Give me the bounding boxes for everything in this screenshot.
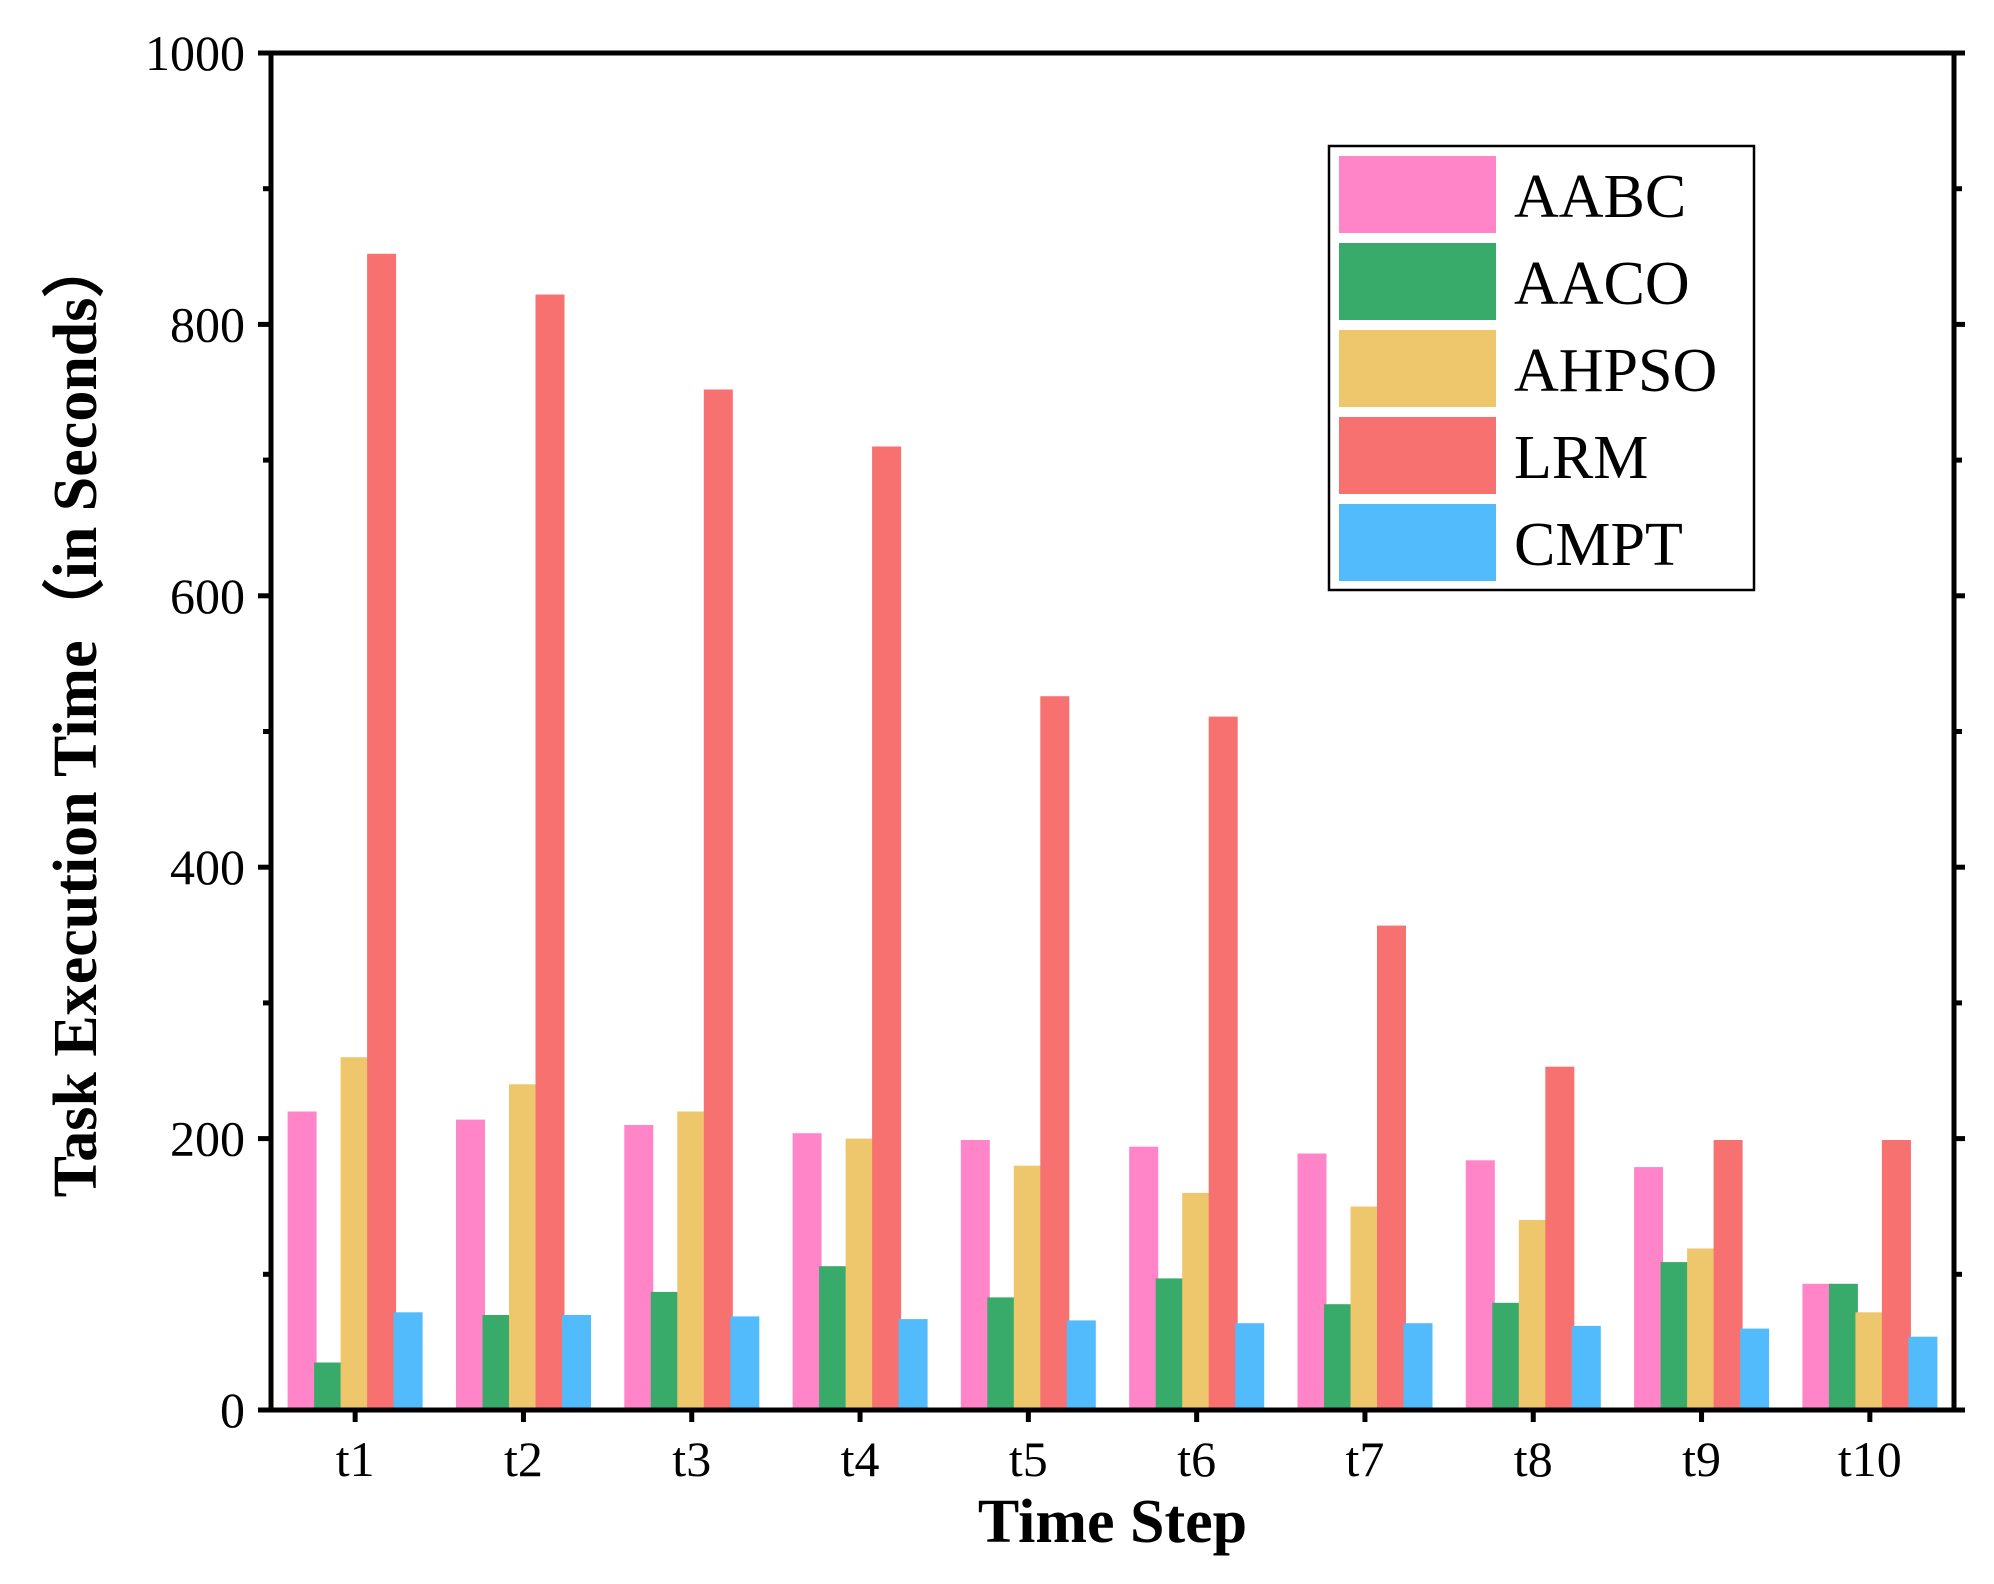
bar-aabc-t4 xyxy=(792,1133,822,1410)
legend-label-aaco: AACO xyxy=(1514,250,1690,318)
bar-aabc-t10 xyxy=(1802,1283,1832,1410)
bar-aabc-t1 xyxy=(287,1111,317,1410)
y-tick-label-0: 0 xyxy=(220,1382,245,1438)
bar-ahpso-t3 xyxy=(677,1111,707,1410)
bar-lrm-t10 xyxy=(1881,1140,1911,1410)
legend: AABC AACO AHPSO LRM CMPT xyxy=(1327,144,1756,592)
legend-swatch-cmpt xyxy=(1339,504,1496,581)
x-tick-label-t2: t2 xyxy=(504,1431,543,1487)
bar-ahpso-t10 xyxy=(1855,1312,1885,1410)
bar-ahpso-t7 xyxy=(1350,1206,1380,1410)
x-tick-label-t9: t9 xyxy=(1682,1431,1721,1487)
y-tick-label-200: 200 xyxy=(170,1111,245,1167)
bar-aaco-t7 xyxy=(1324,1304,1353,1410)
bar-aaco-t5 xyxy=(987,1297,1017,1410)
bar-aaco-t2 xyxy=(482,1315,512,1410)
x-tick-label-t1: t1 xyxy=(336,1431,375,1487)
bar-lrm-t4 xyxy=(872,446,902,1410)
y-tick-label-600: 600 xyxy=(170,568,245,624)
bar-lrm-t8 xyxy=(1545,1066,1575,1410)
bar-cmpt-t1 xyxy=(393,1312,423,1410)
bar-ahpso-t6 xyxy=(1182,1192,1212,1410)
legend-label-lrm: LRM xyxy=(1514,424,1648,492)
bar-lrm-t9 xyxy=(1713,1140,1743,1410)
bar-ahpso-t4 xyxy=(845,1138,875,1410)
bars-layer xyxy=(287,253,1938,1410)
axes-layer xyxy=(258,50,1965,1422)
bar-aabc-t7 xyxy=(1297,1153,1327,1410)
bar-cmpt-t4 xyxy=(898,1319,928,1410)
legend-label-aabc: AABC xyxy=(1514,163,1686,231)
y-tick-label-800: 800 xyxy=(170,296,245,352)
bar-aaco-t4 xyxy=(819,1266,849,1410)
bar-cmpt-t8 xyxy=(1571,1325,1601,1410)
legend-label-cmpt: CMPT xyxy=(1514,511,1683,579)
x-tick-label-t8: t8 xyxy=(1514,1431,1553,1487)
labels-layer: 0 200 400 600 800 1000 t1 t2 t3 t4 t5 t6 t7 t8 t9 t10 Ti… xyxy=(40,25,1902,1556)
bar-cmpt-t9 xyxy=(1740,1328,1770,1410)
bar-aaco-t1 xyxy=(314,1362,344,1410)
bar-aabc-t9 xyxy=(1634,1167,1664,1410)
bar-aaco-t9 xyxy=(1660,1262,1690,1410)
bar-lrm-t3 xyxy=(703,389,733,1410)
bar-ahpso-t1 xyxy=(340,1057,370,1410)
bar-ahpso-t9 xyxy=(1687,1248,1717,1410)
x-tick-label-t3: t3 xyxy=(672,1431,711,1487)
legend-label-ahpso: AHPSO xyxy=(1514,337,1717,405)
bar-cmpt-t2 xyxy=(562,1315,591,1410)
bar-cmpt-t7 xyxy=(1403,1323,1433,1410)
bar-aabc-t5 xyxy=(960,1140,990,1410)
bar-cmpt-t3 xyxy=(730,1316,760,1410)
bar-lrm-t7 xyxy=(1377,925,1406,1410)
bar-ahpso-t2 xyxy=(509,1084,538,1410)
legend-swatch-aabc xyxy=(1339,156,1496,233)
bar-aaco-t10 xyxy=(1828,1283,1858,1410)
bar-lrm-t6 xyxy=(1208,716,1238,1410)
y-tick-label-400: 400 xyxy=(170,839,245,895)
bar-ahpso-t5 xyxy=(1013,1165,1043,1410)
bar-lrm-t1 xyxy=(367,253,397,1410)
bar-aabc-t6 xyxy=(1129,1146,1159,1410)
x-tick-label-t5: t5 xyxy=(1009,1431,1048,1487)
bar-aaco-t3 xyxy=(650,1291,680,1410)
x-axis-title: Time Step xyxy=(978,1488,1247,1556)
bar-lrm-t2 xyxy=(535,294,565,1410)
x-tick-label-t7: t7 xyxy=(1345,1431,1384,1487)
x-tick-label-t4: t4 xyxy=(841,1431,880,1487)
bar-lrm-t5 xyxy=(1040,696,1070,1410)
x-tick-label-t10: t10 xyxy=(1838,1431,1902,1487)
bar-aabc-t3 xyxy=(624,1125,654,1410)
bar-aaco-t6 xyxy=(1155,1278,1185,1410)
bar-cmpt-t10 xyxy=(1908,1336,1938,1410)
bar-aaco-t8 xyxy=(1492,1302,1522,1410)
legend-swatch-ahpso xyxy=(1339,330,1496,407)
legend-swatch-aaco xyxy=(1339,243,1496,320)
x-tick-label-t6: t6 xyxy=(1177,1431,1216,1487)
y-axis-title: Task Execution Time（in Seconds） xyxy=(40,236,110,1198)
bar-cmpt-t5 xyxy=(1066,1320,1096,1410)
bar-cmpt-t6 xyxy=(1235,1323,1265,1410)
bar-aabc-t2 xyxy=(456,1119,485,1410)
bar-aabc-t8 xyxy=(1465,1160,1495,1410)
bar-ahpso-t8 xyxy=(1518,1220,1548,1410)
y-tick-label-1000: 1000 xyxy=(145,25,245,81)
legend-swatch-lrm xyxy=(1339,417,1496,494)
